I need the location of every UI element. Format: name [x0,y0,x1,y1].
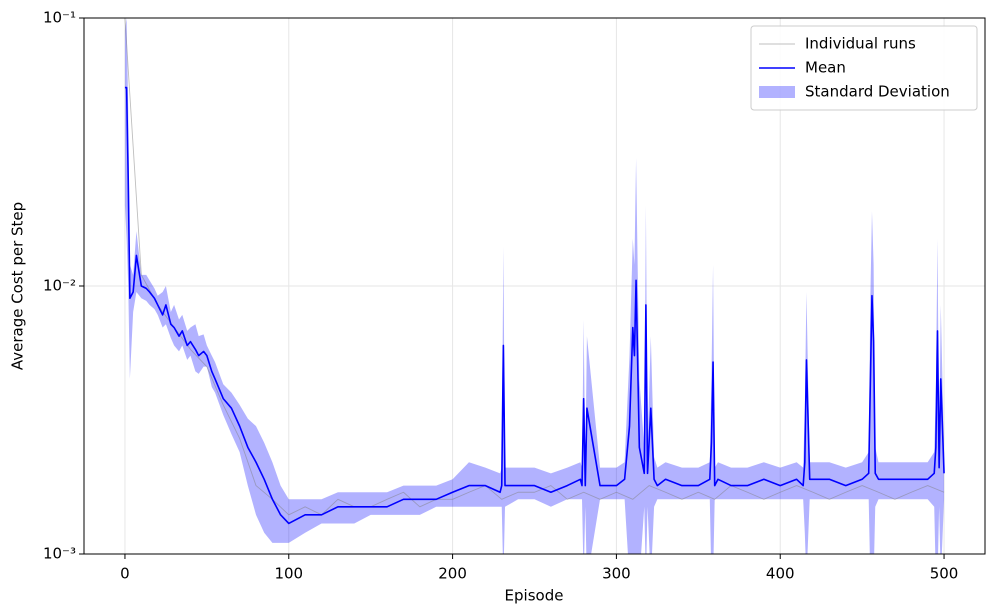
series-line [124,86,945,525]
x-tick-label: 400 [766,565,795,583]
legend-label: Mean [805,59,846,77]
legend-label: Standard Deviation [805,83,950,101]
legend-swatch [759,86,795,98]
legend-box [750,25,978,111]
y-tick-label: 10⁻¹ [43,9,76,27]
legend-label: Individual runs [805,35,916,53]
y-tick-label: 10⁻² [43,277,76,295]
x-tick-label: 100 [274,565,303,583]
y-tick-label: 10⁻³ [43,545,76,563]
series-line [124,18,945,516]
plot-area [124,18,945,554]
x-tick-label: 200 [438,565,467,583]
ticks: 0 100 200 300 400 500 10⁻³ 10⁻² 10⁻¹ [43,9,958,583]
x-tick-label: 0 [120,565,130,583]
x-tick-label: 300 [602,565,631,583]
y-axis-label: Average Cost per Step [9,202,27,370]
x-tick-label: 500 [930,565,959,583]
legend: Individual runs Mean Standard Deviation [750,25,978,111]
x-axis-label: Episode [505,587,564,605]
